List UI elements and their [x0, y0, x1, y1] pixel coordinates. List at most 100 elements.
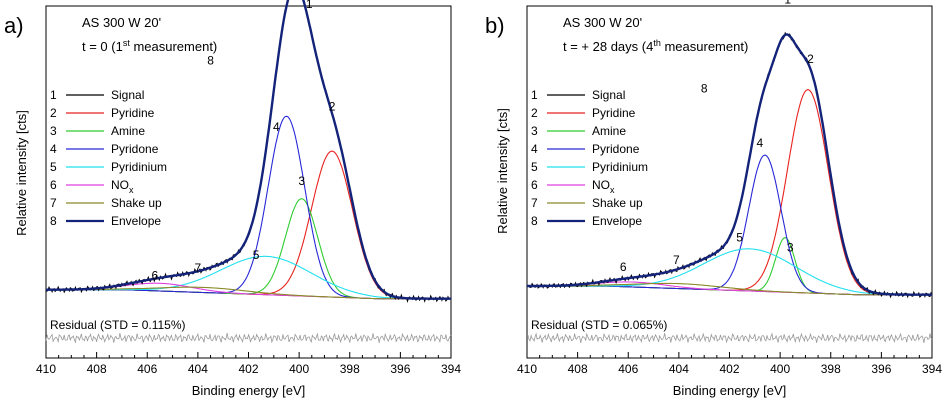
series-line-pyridinium	[527, 248, 932, 296]
chart-title: AS 300 W 20'	[82, 15, 161, 30]
residual-line	[526, 332, 933, 344]
legend-label: Shake up	[592, 196, 643, 210]
x-tick-label: 398	[340, 362, 360, 376]
panel-label: b)	[485, 13, 505, 38]
legend-number: 5	[531, 160, 538, 174]
x-tick-label: 410	[36, 362, 56, 376]
series-line-pyridone	[527, 154, 932, 296]
peak-label-5: 5	[253, 248, 260, 262]
x-tick-label: 404	[669, 362, 689, 376]
residual-line	[45, 332, 452, 344]
legend-number: 8	[50, 214, 57, 228]
legend-label: Pyridinium	[592, 160, 648, 174]
legend-number: 1	[531, 88, 538, 102]
series-line-pyridinium	[46, 255, 451, 300]
x-axis-label: Binding energy [eV]	[673, 383, 786, 398]
x-tick-label: 394	[922, 362, 942, 376]
x-tick-label: 408	[87, 362, 107, 376]
legend-label: Pyridone	[111, 142, 159, 156]
chart-panel-a: 410 408 406 404 402 400 398 396 394 Binding energ…	[4, 0, 461, 398]
series-line-shake-up	[46, 286, 451, 300]
y-axis-label: Relative intensity [cts]	[14, 110, 29, 236]
subtitle-superscript: th	[653, 38, 661, 48]
x-tick-label: 410	[517, 362, 537, 376]
legend-label-text: NO	[111, 178, 129, 192]
residual-label: Residual (STD = 0.115%)	[50, 318, 186, 332]
series-line-pyridone	[46, 115, 451, 300]
legend-label: Shake up	[111, 196, 162, 210]
x-tick-label: 406	[618, 362, 638, 376]
x-tick-label: 402	[719, 362, 739, 376]
legend-label: NOx	[111, 178, 134, 195]
panel-label: a)	[4, 13, 24, 38]
x-tick-label: 402	[238, 362, 258, 376]
legend-label: Signal	[111, 88, 144, 102]
peak-label-4: 4	[273, 120, 280, 134]
legend-label: Pyridine	[592, 106, 636, 120]
x-tick-label: 398	[821, 362, 841, 376]
legend-label: Envelope	[111, 214, 161, 228]
legend-number: 2	[531, 106, 538, 120]
legend-label: Amine	[111, 124, 145, 138]
peak-label-7: 7	[673, 253, 680, 267]
series-line-pyridine	[527, 89, 932, 296]
peak-label-5: 5	[736, 230, 743, 244]
legend-number: 4	[50, 142, 57, 156]
legend-number: 3	[531, 124, 538, 138]
x-tick-label: 400	[770, 362, 790, 376]
chart-subtitle: t = 0 (1st measurement)	[82, 38, 217, 54]
x-tick-label: 406	[137, 362, 157, 376]
legend-number: 6	[50, 178, 57, 192]
peak-label-3: 3	[787, 240, 794, 254]
x-tick-label: 396	[871, 362, 891, 376]
residual-label: Residual (STD = 0.065%)	[531, 318, 667, 332]
x-tick-label: 394	[441, 362, 461, 376]
series-line-shake-up	[527, 282, 932, 296]
legend-label: NOx	[592, 178, 615, 195]
legend-label: Pyridinium	[111, 160, 167, 174]
legend: 1 Signal 2 Pyridine 3 Amine 4 Pyridone 5 Pyridini…	[50, 88, 167, 228]
series-line-pyridine	[46, 150, 451, 300]
x-tick-label: 396	[390, 362, 410, 376]
plot-frame	[526, 5, 933, 359]
legend-label: Amine	[592, 124, 626, 138]
legend-label: Signal	[592, 88, 625, 102]
peak-label-6: 6	[152, 269, 159, 283]
subtitle-text: t = 0 (1	[82, 39, 123, 54]
peak-label-4: 4	[757, 136, 764, 150]
series-line-amine	[46, 198, 451, 300]
peak-label-1: 1	[784, 0, 791, 6]
plot-frame	[45, 5, 452, 359]
legend-label-subscript: x	[129, 185, 134, 195]
legend-label-subscript: x	[610, 185, 615, 195]
x-tick-label: 400	[289, 362, 309, 376]
x-tick-label: 408	[568, 362, 588, 376]
legend-number: 6	[531, 178, 538, 192]
x-axis-label: Binding energy [eV]	[192, 383, 305, 398]
x-tick-label: 404	[188, 362, 208, 376]
subtitle-text: t = + 28 days (4	[563, 39, 653, 54]
legend-label: Pyridone	[592, 142, 640, 156]
legend-number: 7	[531, 196, 538, 210]
legend-label: Envelope	[592, 214, 642, 228]
chart-subtitle: t = + 28 days (4th measurement)	[563, 38, 748, 54]
legend-number: 2	[50, 106, 57, 120]
legend-number: 4	[531, 142, 538, 156]
legend-label-text: NO	[592, 178, 610, 192]
legend-number: 1	[50, 88, 57, 102]
legend-number: 7	[50, 196, 57, 210]
legend-label: Pyridine	[111, 106, 155, 120]
peak-label-1: 1	[306, 0, 313, 11]
y-axis-label: Relative intensity [cts]	[495, 108, 510, 234]
chart-panel-b: 410 408 406 404 402 400 398 396 394 Binding energ…	[485, 0, 942, 398]
legend-number: 3	[50, 124, 57, 138]
peak-label-3: 3	[298, 174, 305, 188]
series-line-signal	[526, 31, 933, 299]
subtitle-superscript: st	[123, 38, 131, 48]
subtitle-text: measurement)	[130, 39, 217, 54]
subtitle-text: measurement)	[661, 39, 748, 54]
peak-label-2: 2	[807, 52, 814, 66]
chart-title: AS 300 W 20'	[563, 15, 642, 30]
series-line-envelope	[527, 33, 932, 296]
